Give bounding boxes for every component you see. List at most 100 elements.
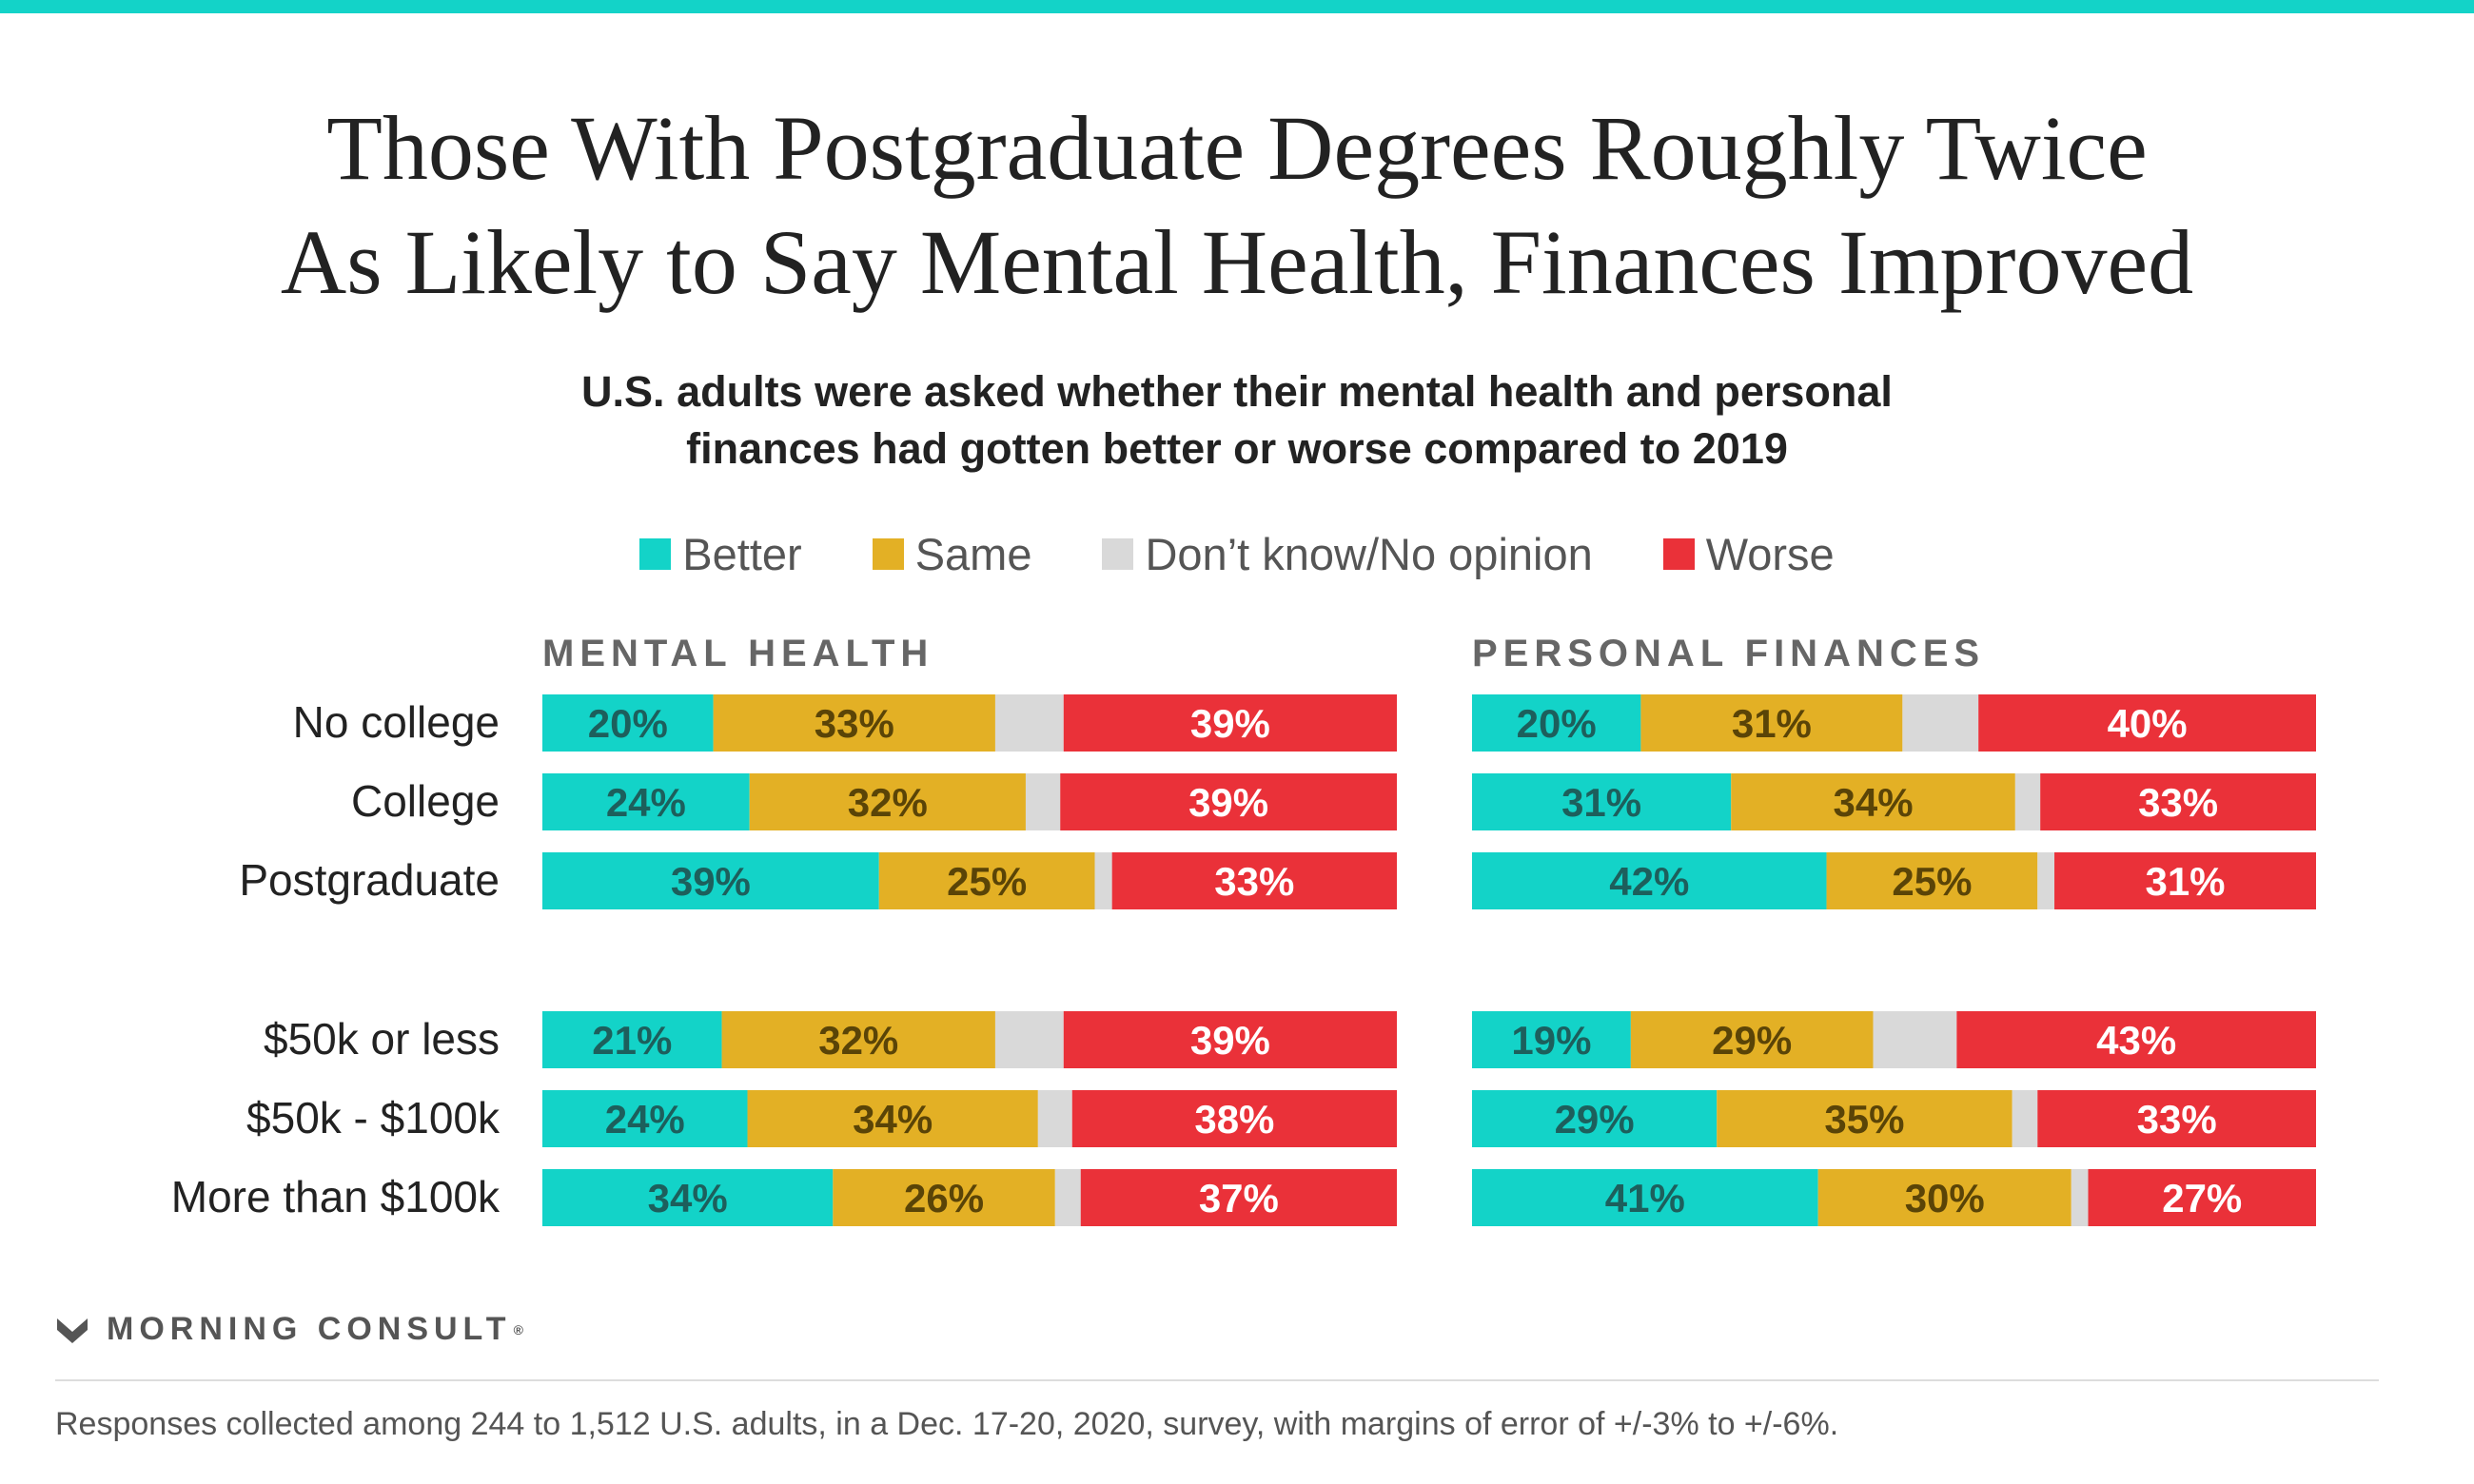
subtitle-line-2: finances had gotten better or worse comp… [686,424,1788,473]
data-label: 43% [2096,1018,2176,1063]
category-label: Postgraduate [239,855,500,905]
data-label: 20% [1517,701,1597,746]
data-label: 39% [1190,1018,1270,1063]
data-label: 39% [1190,701,1270,746]
data-label: 32% [818,1018,898,1063]
data-label: 20% [588,701,668,746]
bar-segment-better [1472,694,1641,752]
data-label: 34% [648,1176,728,1220]
bar-segment-worse [1956,1011,2316,1068]
chart-subtitle: U.S. adults were asked whether their men… [0,363,2474,478]
bar-segment-better [542,1011,722,1068]
top-accent-bar [0,0,2474,13]
bar-segment-dont-know [2037,852,2055,909]
title-line-1: Those With Postgraduate Degrees Roughly … [326,97,2148,199]
bar-segment-worse [2037,1090,2316,1147]
bar-segment-same [1717,1090,2013,1147]
data-label: 31% [1561,780,1641,825]
stacked-bar-charts: MENTAL HEALTH No college 20% 33% 39% College 2… [171,633,2316,1226]
bar-segment-dont-know [1037,1090,1072,1147]
bar-segment-better [1472,1090,1718,1147]
bar-segment-worse [2088,1169,2316,1226]
legend-swatch-better [639,538,672,570]
bar-segment-dont-know [2012,1090,2038,1147]
data-label: 31% [2145,859,2225,904]
bar-segment-dont-know [1094,852,1112,909]
bar-segment-worse [1080,1169,1397,1226]
data-label: 24% [606,780,686,825]
data-label: 33% [1214,859,1294,904]
bar-segment-better [542,694,714,752]
data-label: 24% [605,1097,685,1142]
bar-segment-worse [2054,852,2316,909]
data-label: 39% [671,859,751,904]
bar-segment-better [542,852,879,909]
bar-segment-better [542,773,750,830]
bar-segment-dont-know [994,694,1064,752]
data-label: 26% [904,1176,984,1220]
bar-segment-same [1731,773,2015,830]
bar-segment-worse [1060,773,1397,830]
footnote: Responses collected among 244 to 1,512 U… [55,1406,1839,1442]
data-label: 33% [2137,1097,2217,1142]
data-label: 33% [815,701,894,746]
brand: MORNING CONSULT ® [55,1311,523,1348]
legend-swatch-dont-know [1102,538,1134,570]
footer-divider [55,1379,2379,1381]
data-label: 32% [848,780,928,825]
legend-item-same: Same [872,528,1031,580]
data-label: 34% [853,1097,933,1142]
legend-item-worse: Worse [1662,528,1835,580]
bar-segment-worse [2040,773,2316,830]
category-label: $50k or less [264,1014,500,1064]
bar-segment-better [1472,852,1827,909]
brand-registered-mark: ® [513,1321,523,1338]
data-label: 40% [2108,701,2188,746]
bar-segment-better [542,1169,834,1226]
bar-segment-better [1472,773,1732,830]
bar-segment-same [721,1011,995,1068]
data-label: 39% [1188,780,1268,825]
data-label: 27% [2162,1176,2242,1220]
bar-segment-better [542,1090,748,1147]
panel-title-2: PERSONAL FINANCES [1472,633,1985,674]
data-label: 31% [1732,701,1812,746]
subtitle-line-1: U.S. adults were asked whether their men… [581,367,1893,416]
data-label: 37% [1199,1176,1279,1220]
legend-label-dont-know: Don’t know/No opinion [1145,529,1593,579]
data-label: 30% [1905,1176,1985,1220]
chart-title: Those With Postgraduate Degrees Roughly … [0,91,2474,320]
panel-title-1: MENTAL HEALTH [542,633,933,674]
bar-segment-same [747,1090,1038,1147]
bar-segment-same [1826,852,2038,909]
data-label: 19% [1511,1018,1591,1063]
bar-segment-same [1630,1011,1874,1068]
bar-segment-dont-know [1054,1169,1081,1226]
bar-segment-same [749,773,1026,830]
bar-segment-worse [1071,1090,1397,1147]
data-label: 33% [2138,780,2218,825]
data-label: 42% [1609,859,1689,904]
bar-segment-worse [1063,1011,1397,1068]
data-label: 25% [947,859,1027,904]
bar-segment-better [1472,1169,1818,1226]
data-label: 41% [1605,1176,1685,1220]
category-label: College [351,776,500,826]
data-label: 29% [1555,1097,1635,1142]
bar-segment-dont-know [1025,773,1061,830]
legend-item-dont-know: Don’t know/No opinion [1102,528,1593,580]
bar-segment-same [878,852,1095,909]
bar-segment-dont-know [2014,773,2041,830]
data-label: 29% [1712,1018,1792,1063]
legend-label-better: Better [682,529,802,579]
legend-swatch-worse [1662,538,1695,570]
category-label: More than $100k [171,1172,501,1221]
data-label: 25% [1892,859,1972,904]
bar-segment-same [1640,694,1903,752]
morning-consult-logo-icon [57,1318,88,1343]
data-label: 21% [592,1018,672,1063]
data-label: 38% [1194,1097,1274,1142]
bar-segment-dont-know [994,1011,1064,1068]
bar-segment-same [1817,1169,2071,1226]
bar-segment-worse [1978,694,2316,752]
